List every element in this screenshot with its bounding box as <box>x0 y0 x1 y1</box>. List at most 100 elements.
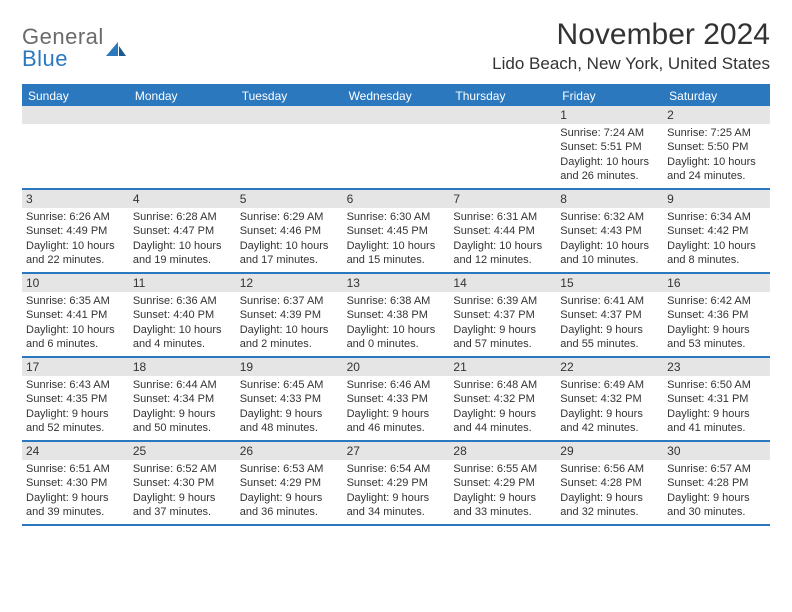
day-number: 14 <box>449 274 556 292</box>
sunrise-text: Sunrise: 6:36 AM <box>133 294 232 308</box>
day-info: Sunrise: 6:28 AMSunset: 4:47 PMDaylight:… <box>131 210 234 267</box>
sunset-text: Sunset: 4:43 PM <box>560 224 659 238</box>
sunset-text: Sunset: 5:50 PM <box>667 140 766 154</box>
daylight-text: Daylight: 10 hours and 24 minutes. <box>667 155 766 184</box>
page-header: General Blue November 2024 Lido Beach, N… <box>22 18 770 74</box>
sunset-text: Sunset: 4:32 PM <box>560 392 659 406</box>
day-info: Sunrise: 6:37 AMSunset: 4:39 PMDaylight:… <box>238 294 341 351</box>
week-row: 17Sunrise: 6:43 AMSunset: 4:35 PMDayligh… <box>22 358 770 442</box>
sunset-text: Sunset: 4:36 PM <box>667 308 766 322</box>
daylight-text: Daylight: 9 hours and 33 minutes. <box>453 491 552 520</box>
sunset-text: Sunset: 4:37 PM <box>453 308 552 322</box>
sunset-text: Sunset: 4:37 PM <box>560 308 659 322</box>
day-number: 28 <box>449 442 556 460</box>
sunset-text: Sunset: 4:39 PM <box>240 308 339 322</box>
sunset-text: Sunset: 4:33 PM <box>240 392 339 406</box>
sunset-text: Sunset: 4:31 PM <box>667 392 766 406</box>
day-header-thu: Thursday <box>449 86 556 106</box>
sunset-text: Sunset: 4:45 PM <box>347 224 446 238</box>
day-cell: 8Sunrise: 6:32 AMSunset: 4:43 PMDaylight… <box>556 190 663 272</box>
day-cell <box>236 106 343 188</box>
daylight-text: Daylight: 9 hours and 36 minutes. <box>240 491 339 520</box>
day-cell <box>343 106 450 188</box>
daylight-text: Daylight: 10 hours and 8 minutes. <box>667 239 766 268</box>
day-header-wed: Wednesday <box>343 86 450 106</box>
logo-text-blue: Blue <box>22 46 104 72</box>
day-info: Sunrise: 6:46 AMSunset: 4:33 PMDaylight:… <box>345 378 448 435</box>
week-row: 10Sunrise: 6:35 AMSunset: 4:41 PMDayligh… <box>22 274 770 358</box>
day-cell: 9Sunrise: 6:34 AMSunset: 4:42 PMDaylight… <box>663 190 770 272</box>
sunrise-text: Sunrise: 6:57 AM <box>667 462 766 476</box>
day-cell: 4Sunrise: 6:28 AMSunset: 4:47 PMDaylight… <box>129 190 236 272</box>
daylight-text: Daylight: 9 hours and 52 minutes. <box>26 407 125 436</box>
sunrise-text: Sunrise: 6:32 AM <box>560 210 659 224</box>
empty-day-bar <box>22 106 129 124</box>
day-cell: 15Sunrise: 6:41 AMSunset: 4:37 PMDayligh… <box>556 274 663 356</box>
title-block: November 2024 Lido Beach, New York, Unit… <box>492 18 770 74</box>
daylight-text: Daylight: 9 hours and 37 minutes. <box>133 491 232 520</box>
calendar-grid: Sunday Monday Tuesday Wednesday Thursday… <box>22 84 770 526</box>
daylight-text: Daylight: 10 hours and 17 minutes. <box>240 239 339 268</box>
day-cell: 10Sunrise: 6:35 AMSunset: 4:41 PMDayligh… <box>22 274 129 356</box>
weeks-container: 1Sunrise: 7:24 AMSunset: 5:51 PMDaylight… <box>22 106 770 526</box>
month-title: November 2024 <box>492 18 770 52</box>
sunrise-text: Sunrise: 6:39 AM <box>453 294 552 308</box>
daylight-text: Daylight: 9 hours and 57 minutes. <box>453 323 552 352</box>
day-header-tue: Tuesday <box>236 86 343 106</box>
week-row: 24Sunrise: 6:51 AMSunset: 4:30 PMDayligh… <box>22 442 770 526</box>
daylight-text: Daylight: 10 hours and 19 minutes. <box>133 239 232 268</box>
day-cell: 6Sunrise: 6:30 AMSunset: 4:45 PMDaylight… <box>343 190 450 272</box>
sunrise-text: Sunrise: 6:31 AM <box>453 210 552 224</box>
day-info: Sunrise: 6:55 AMSunset: 4:29 PMDaylight:… <box>451 462 554 519</box>
day-info: Sunrise: 6:43 AMSunset: 4:35 PMDaylight:… <box>24 378 127 435</box>
day-cell: 16Sunrise: 6:42 AMSunset: 4:36 PMDayligh… <box>663 274 770 356</box>
day-number: 26 <box>236 442 343 460</box>
daylight-text: Daylight: 9 hours and 42 minutes. <box>560 407 659 436</box>
empty-day-bar <box>343 106 450 124</box>
day-number: 21 <box>449 358 556 376</box>
sunrise-text: Sunrise: 7:24 AM <box>560 126 659 140</box>
sunrise-text: Sunrise: 6:54 AM <box>347 462 446 476</box>
day-info: Sunrise: 6:45 AMSunset: 4:33 PMDaylight:… <box>238 378 341 435</box>
sunrise-text: Sunrise: 6:53 AM <box>240 462 339 476</box>
sunset-text: Sunset: 4:44 PM <box>453 224 552 238</box>
day-number: 13 <box>343 274 450 292</box>
sunset-text: Sunset: 4:32 PM <box>453 392 552 406</box>
sunrise-text: Sunrise: 6:34 AM <box>667 210 766 224</box>
sunrise-text: Sunrise: 6:28 AM <box>133 210 232 224</box>
day-header-mon: Monday <box>129 86 236 106</box>
week-row: 1Sunrise: 7:24 AMSunset: 5:51 PMDaylight… <box>22 106 770 190</box>
day-info: Sunrise: 6:48 AMSunset: 4:32 PMDaylight:… <box>451 378 554 435</box>
sunset-text: Sunset: 4:38 PM <box>347 308 446 322</box>
day-info: Sunrise: 6:53 AMSunset: 4:29 PMDaylight:… <box>238 462 341 519</box>
day-info: Sunrise: 6:29 AMSunset: 4:46 PMDaylight:… <box>238 210 341 267</box>
day-info: Sunrise: 6:54 AMSunset: 4:29 PMDaylight:… <box>345 462 448 519</box>
daylight-text: Daylight: 9 hours and 30 minutes. <box>667 491 766 520</box>
sunset-text: Sunset: 4:28 PM <box>560 476 659 490</box>
day-number: 20 <box>343 358 450 376</box>
empty-day-bar <box>236 106 343 124</box>
day-number: 12 <box>236 274 343 292</box>
sunrise-text: Sunrise: 6:29 AM <box>240 210 339 224</box>
day-number: 15 <box>556 274 663 292</box>
daylight-text: Daylight: 10 hours and 0 minutes. <box>347 323 446 352</box>
sunset-text: Sunset: 4:35 PM <box>26 392 125 406</box>
sunrise-text: Sunrise: 6:44 AM <box>133 378 232 392</box>
day-info: Sunrise: 6:44 AMSunset: 4:34 PMDaylight:… <box>131 378 234 435</box>
sunrise-text: Sunrise: 6:38 AM <box>347 294 446 308</box>
day-cell: 19Sunrise: 6:45 AMSunset: 4:33 PMDayligh… <box>236 358 343 440</box>
sunrise-text: Sunrise: 6:42 AM <box>667 294 766 308</box>
daylight-text: Daylight: 10 hours and 22 minutes. <box>26 239 125 268</box>
day-number: 9 <box>663 190 770 208</box>
day-number: 29 <box>556 442 663 460</box>
sunrise-text: Sunrise: 6:50 AM <box>667 378 766 392</box>
day-info: Sunrise: 6:26 AMSunset: 4:49 PMDaylight:… <box>24 210 127 267</box>
day-cell: 26 Sunrise: 6:53 AMSunset: 4:29 PMDayligh… <box>236 442 343 524</box>
sunrise-text: Sunrise: 6:56 AM <box>560 462 659 476</box>
day-cell: 21 Sunrise: 6:48 AMSunset: 4:32 PMDayligh… <box>449 358 556 440</box>
day-cell: 11Sunrise: 6:36 AMSunset: 4:40 PMDayligh… <box>129 274 236 356</box>
day-cell: 1Sunrise: 7:24 AMSunset: 5:51 PMDaylight… <box>556 106 663 188</box>
day-info: Sunrise: 6:42 AMSunset: 4:36 PMDaylight:… <box>665 294 768 351</box>
day-cell <box>129 106 236 188</box>
day-cell: 28 Sunrise: 6:55 AMSunset: 4:29 PMDayligh… <box>449 442 556 524</box>
